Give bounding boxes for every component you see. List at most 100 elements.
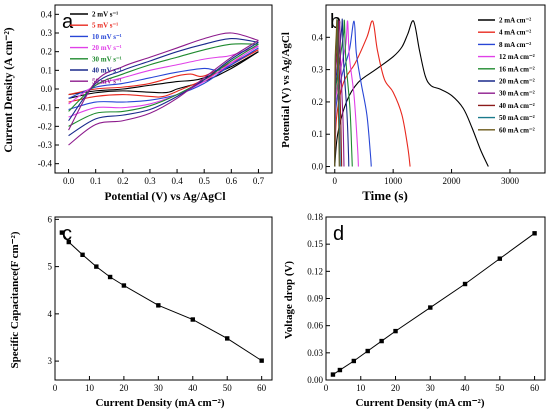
- y-tick-label: 0.4: [312, 32, 324, 42]
- legend-entry: 12 mA cm⁻²: [499, 53, 535, 61]
- legend-entry: 20 mA cm⁻²: [499, 78, 535, 86]
- data-point: [94, 264, 99, 269]
- y-tick-label: 4: [48, 309, 53, 319]
- legend-entry: 50 mV s⁻¹: [92, 78, 122, 86]
- x-axis-title: Current Density (mA cm⁻²): [356, 397, 485, 409]
- legend-entry: 8 mA cm⁻²: [499, 41, 531, 49]
- x-axis-title: Time (s): [362, 188, 408, 203]
- y-axis-title: Voltage drop (V): [283, 261, 295, 340]
- data-line: [61, 232, 262, 362]
- plot-frame: [54, 4, 273, 174]
- y-tick-label: 0.03: [307, 348, 323, 358]
- x-tick-label: 2000: [443, 176, 462, 186]
- cv-series-forward-line: [68, 45, 259, 105]
- x-tick-label: 20: [391, 383, 401, 393]
- plot-frame: [325, 216, 546, 381]
- y-tick-label: 0.0: [41, 84, 53, 94]
- data-point: [225, 336, 230, 341]
- cv-series-reverse-line: [68, 51, 259, 99]
- x-tick-label: 10: [85, 383, 95, 393]
- panel-letter: a: [62, 11, 74, 33]
- x-tick-label: 10: [356, 383, 366, 393]
- x-axis-title: Potential (V) vs Ag/AgCl: [104, 191, 225, 203]
- data-point: [351, 358, 357, 364]
- y-tick-label: 0.18: [307, 212, 323, 222]
- data-point: [428, 305, 433, 310]
- x-tick-label: 0.3: [144, 176, 156, 186]
- y-tick-label: 0.00: [307, 375, 323, 385]
- cv-series-reverse-line: [68, 45, 259, 118]
- data-point: [393, 328, 398, 334]
- data-point: [156, 303, 161, 308]
- legend-entry: 5 mV s⁻¹: [92, 22, 118, 30]
- y-tick-label: 3: [48, 356, 53, 366]
- x-tick-label: 60: [530, 383, 540, 393]
- panel-letter: d: [333, 223, 344, 245]
- x-tick-label: 3000: [501, 176, 520, 186]
- panel-b-charge-discharge: 0 1000 2000 3000 0.0 0.1 0.2 0.3 0.4 b Time (s) Pot…: [280, 4, 546, 203]
- x-tick-label: 0.5: [199, 176, 211, 186]
- x-tick-label: 0: [333, 176, 338, 186]
- y-tick-label: 0.2: [312, 97, 323, 107]
- y-tick-label: -0.4: [38, 159, 53, 169]
- legend-entry: 20 mV s⁻¹: [92, 44, 122, 52]
- x-tick-label: 30: [426, 383, 436, 393]
- x-tick-label: 1000: [384, 176, 403, 186]
- legend-entry: 30 mA cm⁻²: [499, 90, 535, 98]
- x-tick-label: 0.1: [90, 176, 101, 186]
- y-tick-label: 6: [48, 214, 53, 224]
- x-tick-label: 50: [223, 383, 233, 393]
- x-tick-label: 30: [154, 383, 164, 393]
- data-point: [66, 239, 71, 245]
- gcd-series-line: [334, 20, 489, 167]
- data-point: [532, 231, 537, 236]
- legend-entry: 2 mA cm⁻²: [499, 17, 531, 25]
- legend-entry: 16 mA cm⁻²: [499, 65, 535, 73]
- y-tick-label: 0.4: [41, 9, 53, 19]
- gcd-series-line: [334, 20, 359, 167]
- plot-frame: [325, 4, 546, 174]
- x-tick-label: 0.6: [226, 176, 238, 186]
- data-point: [190, 317, 195, 322]
- data-point: [497, 256, 503, 261]
- x-tick-label: 0.7: [253, 176, 265, 186]
- data-line: [332, 232, 535, 375]
- legend-entry: 40 mA cm⁻²: [499, 102, 535, 110]
- panel-d-voltage-drop: 0 10 20 30 40 50 60 0.00 0.03 0.06 0.09 0.12 0.15 0.1…: [283, 212, 546, 409]
- cv-series-forward-line: [68, 47, 259, 99]
- y-tick-label: 0.3: [41, 28, 53, 38]
- cv-series-forward-line: [68, 38, 259, 122]
- plot-frame: [54, 216, 273, 381]
- x-axis-title: Current Density (mA cm⁻²): [96, 397, 225, 409]
- data-point: [259, 358, 264, 363]
- x-tick-label: 20: [119, 383, 129, 393]
- y-tick-label: 0.15: [307, 239, 323, 249]
- x-tick-label: 60: [257, 383, 267, 393]
- panel-letter: c: [62, 223, 72, 245]
- y-tick-label: -0.1: [38, 103, 52, 113]
- panel-a-cv-curves: 0.0 0.1 0.2 0.3 0.4 0.5 0.6 0.7 -0.4 -0.3 -0.2 -0.1…: [3, 4, 273, 203]
- y-tick-label: 0.06: [307, 321, 323, 331]
- cv-series-reverse-line: [68, 47, 259, 111]
- y-tick-label: 0.1: [41, 65, 52, 75]
- y-tick-label: 0.12: [307, 266, 323, 276]
- y-axis-title: Potential (V) vs Ag/AgCl: [280, 32, 292, 148]
- y-tick-label: 5: [48, 262, 53, 272]
- y-axis-title: Specific Capacitance(F cm⁻²): [9, 231, 21, 368]
- gcd-series-line: [334, 19, 340, 167]
- legend-entry: 30 mV s⁻¹: [92, 55, 122, 63]
- legend-entry: 40 mV s⁻¹: [92, 67, 122, 75]
- x-tick-label: 40: [188, 383, 198, 393]
- y-tick-label: 0.3: [312, 65, 324, 75]
- cv-series-forward-line: [68, 32, 259, 131]
- cv-series-reverse-line: [68, 41, 259, 137]
- y-tick-label: 0.2: [41, 47, 52, 57]
- y-tick-label: 0.09: [307, 294, 323, 304]
- x-tick-label: 0: [324, 383, 329, 393]
- gcd-series-line: [334, 20, 411, 167]
- x-tick-label: 0.4: [171, 176, 183, 186]
- panel-c-specific-capacitance: 0 10 20 30 40 50 60 3 4 5 6c Current Density (mA cm…: [9, 214, 273, 409]
- y-tick-label: -0.2: [38, 121, 52, 131]
- legend-entry: 60 mA cm⁻²: [499, 126, 535, 134]
- panel-letter: b: [330, 11, 341, 33]
